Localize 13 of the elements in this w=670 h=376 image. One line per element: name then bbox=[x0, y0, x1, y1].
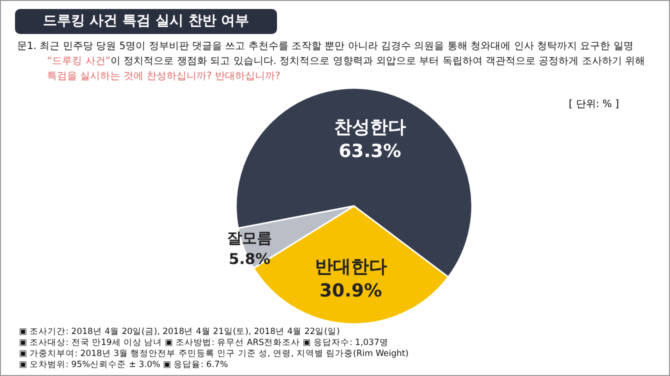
slice-label: 반대한다 bbox=[314, 256, 387, 278]
text: ▣ 조사대상: 전국 만19세 이상 남녀 ▣ 조사방법: 유무선 ARS전화조사 ▣ 응답자수: 1,037명 bbox=[19, 338, 390, 349]
slice-label: 잘모름 bbox=[227, 228, 272, 247]
text: ▣ 가중치부여: 2018년 3월 행정안전부 주민등록 인구 기준 성, 연령, 지역별 림가중(Rim Weight) bbox=[19, 349, 409, 360]
text: ▣ 조사기간: 2018년 4월 20일(금), 2018년 4월 21일(토), 2018년 4월 22일(일) bbox=[19, 327, 341, 338]
data-label: 63.3% bbox=[338, 141, 402, 162]
text: [ 단위: % ] bbox=[568, 98, 619, 111]
data-label: 5.8% bbox=[228, 250, 270, 268]
text: ▣ 오차범위: 95%신뢰수준 ± 3.0% ▣ 응답율: 6.7% bbox=[19, 360, 229, 371]
chart-title: 드루킹 사건 특검 실시 찬반 여부 bbox=[15, 9, 277, 34]
chart-subtitle: 문1. 최근 민주당 당원 5명이 정부비판 댓글을 쓰고 추천수를 조작할 뿐만 아니라 김경수 의원을 통해 청와대에 인사 청탁까지 요구한 일명 “드루킹 사건”이 정치적으로 쟁점화 되고 있습니다. 정치적으로 영향력과 외압으로 부터 독립하여 객관적으로 공정하게 조사하기 위해 특검을 실시하는 것에 찬성하십니까? 반대하십니까? bbox=[17, 41, 646, 82]
data-label: 30.9% bbox=[320, 280, 382, 302]
slice-label: 찬성한다 bbox=[334, 117, 406, 138]
